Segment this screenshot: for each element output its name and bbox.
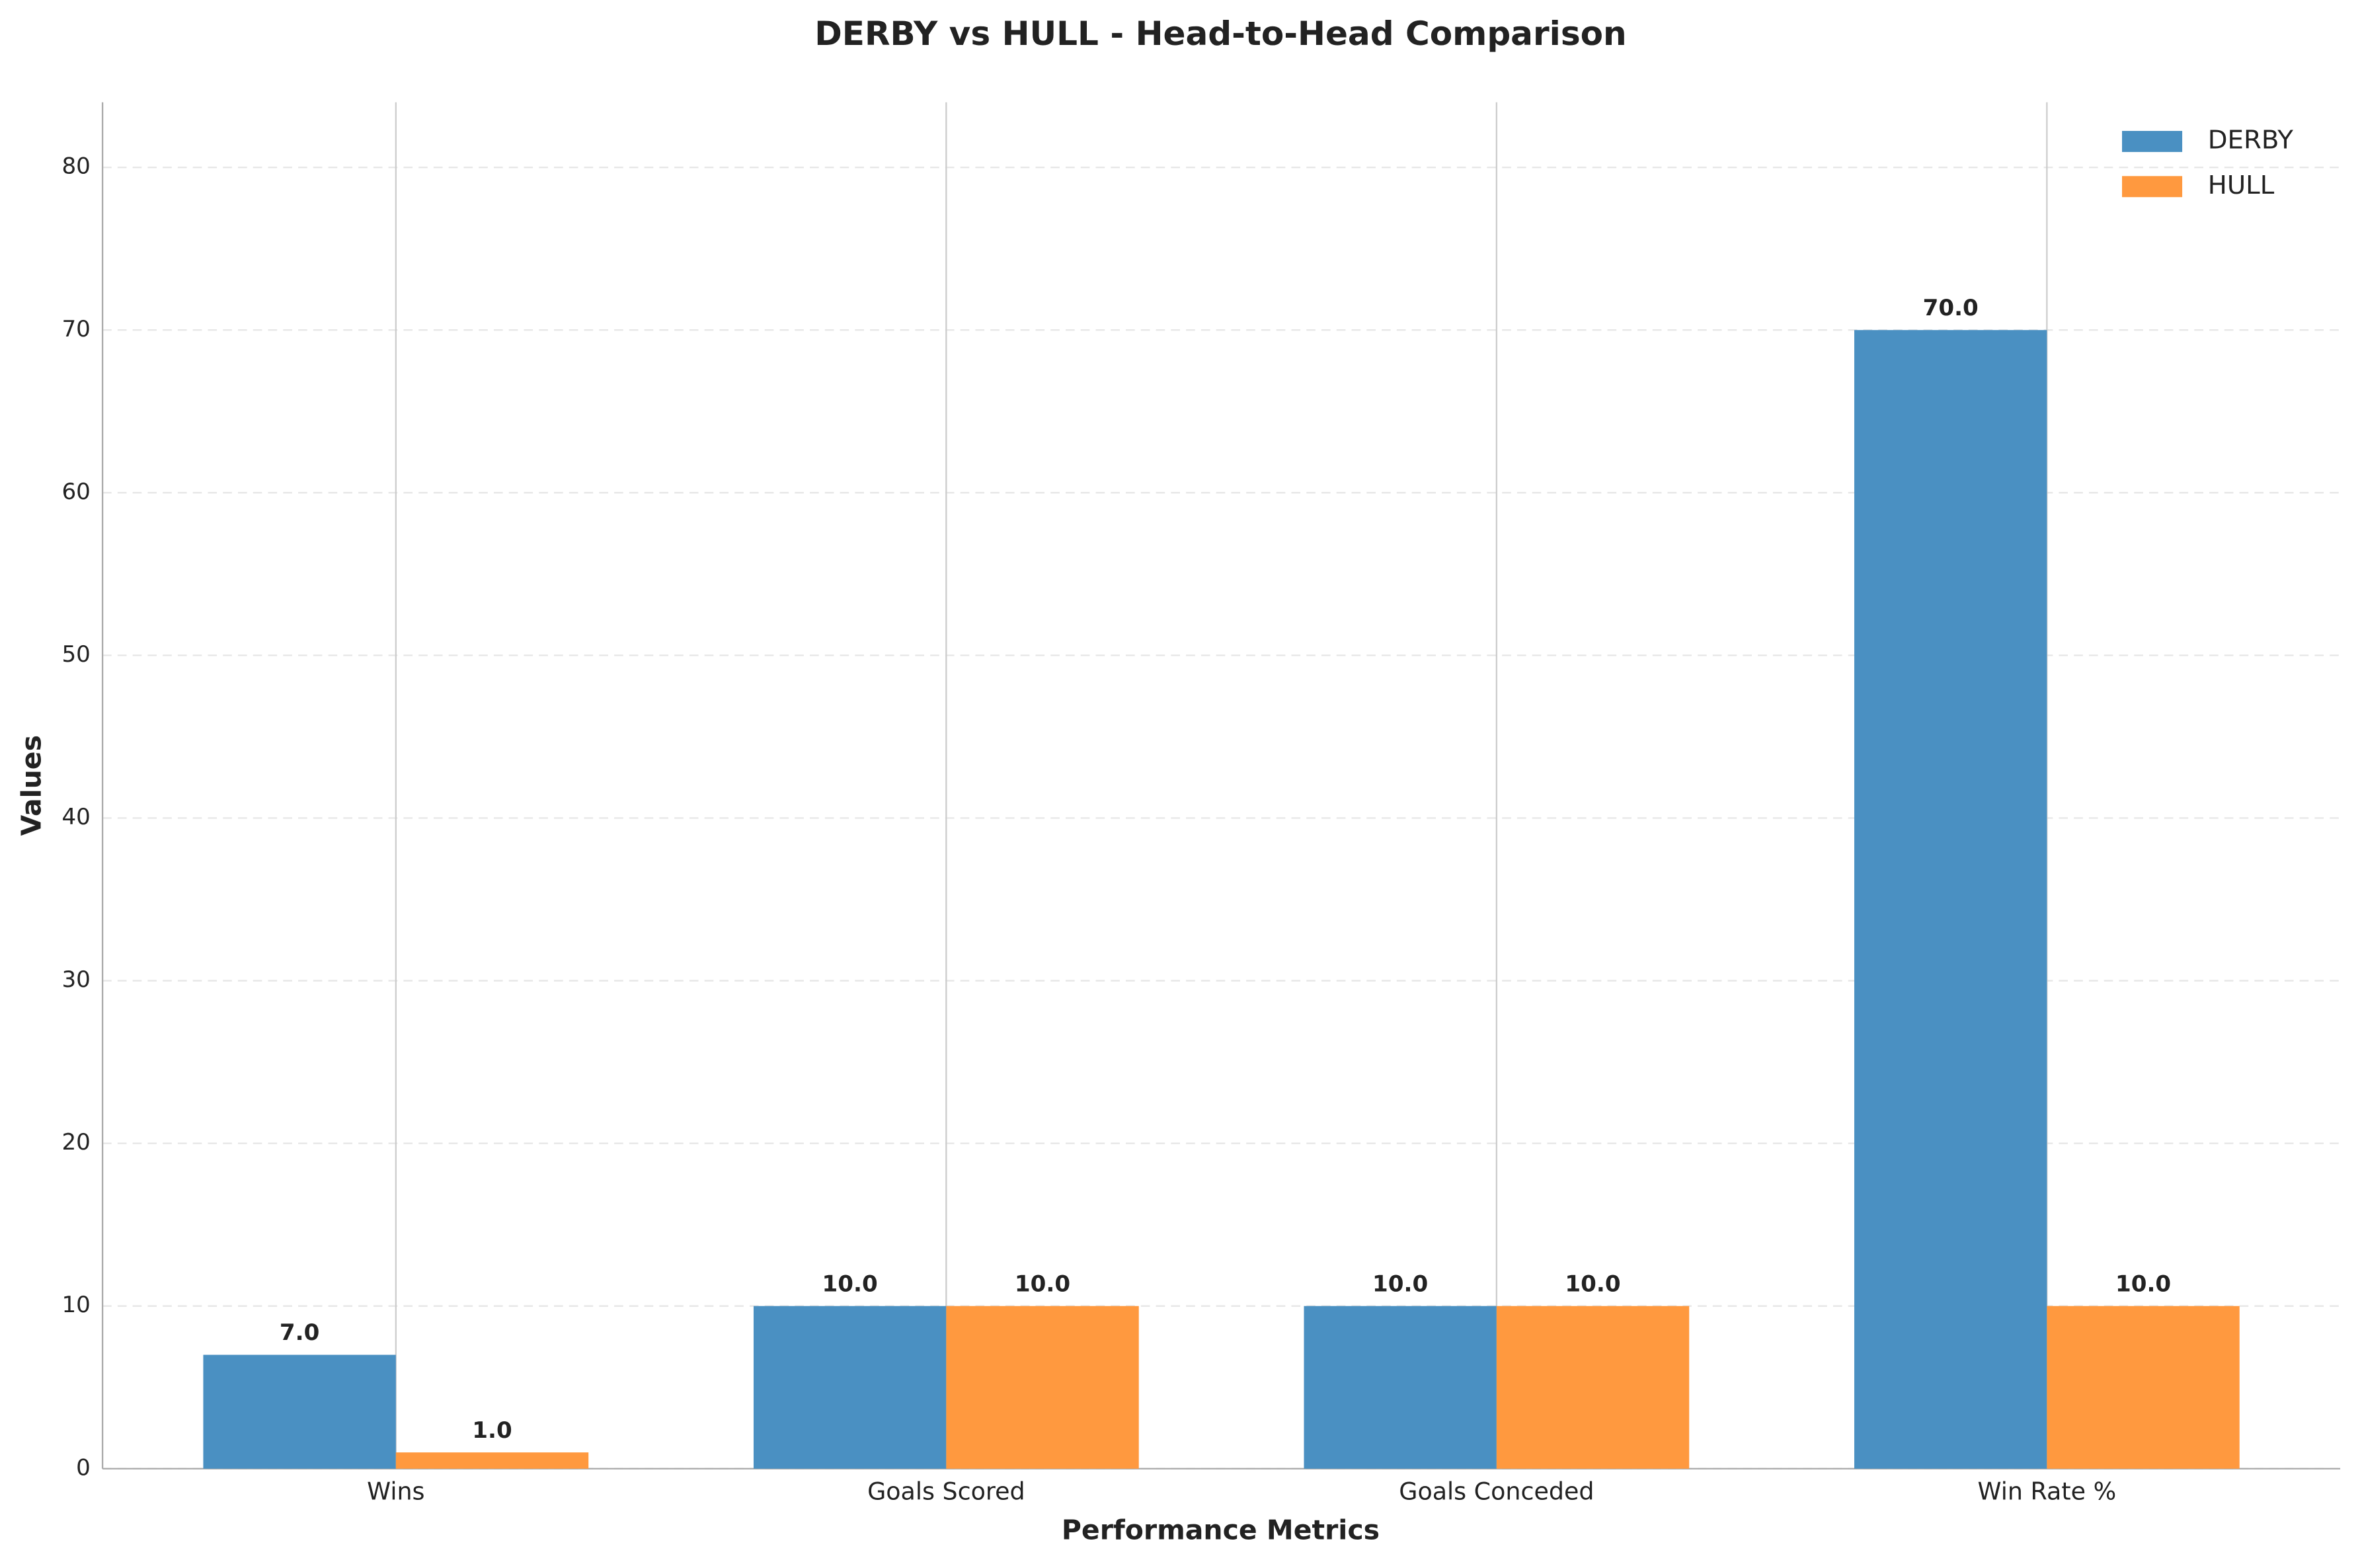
- y-tick-label: 80: [61, 153, 90, 180]
- value-label: 10.0: [1015, 1271, 1070, 1297]
- y-tick-label: 40: [61, 804, 90, 830]
- bar: [946, 1306, 1139, 1469]
- x-tick-label: Goals Conceded: [1399, 1477, 1594, 1506]
- bar: [203, 1354, 396, 1469]
- value-label: 10.0: [1565, 1271, 1620, 1297]
- legend-swatch: [2122, 131, 2183, 152]
- legend-label: HULL: [2208, 171, 2275, 200]
- y-axis-title: Values: [15, 735, 47, 836]
- legend-swatch: [2122, 176, 2183, 198]
- x-tick-label: Win Rate %: [1978, 1477, 2117, 1506]
- x-tick-label: Wins: [367, 1477, 424, 1506]
- x-tick-label: Goals Scored: [867, 1477, 1025, 1506]
- y-tick-label: 60: [61, 479, 90, 505]
- bar: [395, 1452, 589, 1469]
- y-tick-label: 20: [61, 1129, 90, 1156]
- y-tick-label: 0: [76, 1454, 91, 1481]
- value-label: 1.0: [472, 1417, 512, 1444]
- value-label: 70.0: [1923, 295, 1979, 321]
- y-tick-label: 50: [61, 641, 90, 668]
- bar: [1496, 1306, 1690, 1469]
- value-label: 7.0: [280, 1319, 319, 1346]
- bar: [2047, 1306, 2240, 1469]
- value-label: 10.0: [1372, 1271, 1428, 1297]
- bar: [753, 1306, 947, 1469]
- legend-label: DERBY: [2208, 125, 2294, 155]
- y-tick-label: 30: [61, 966, 90, 993]
- y-tick-label: 10: [61, 1292, 90, 1318]
- x-axis-title: Performance Metrics: [1062, 1514, 1380, 1546]
- value-label: 10.0: [2115, 1271, 2171, 1297]
- value-label: 10.0: [822, 1271, 878, 1297]
- chart-title: DERBY vs HULL - Head-to-Head Comparison: [814, 15, 1626, 53]
- y-tick-label: 70: [61, 316, 90, 342]
- bar: [1854, 330, 2047, 1469]
- bar: [1304, 1306, 1497, 1469]
